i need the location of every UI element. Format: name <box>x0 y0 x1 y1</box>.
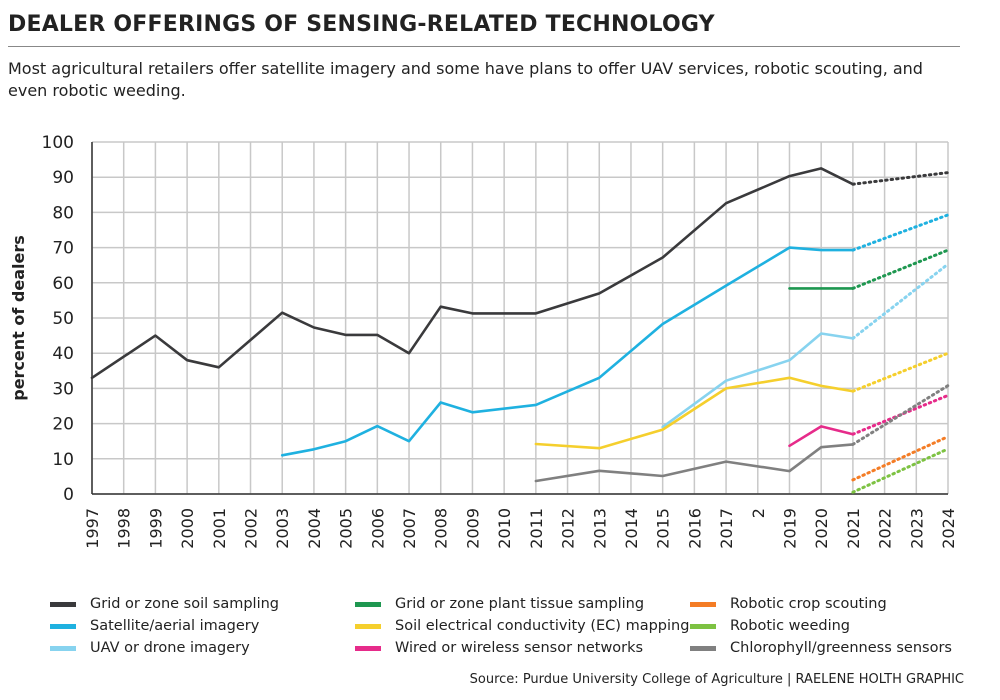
legend-label: Robotic weeding <box>730 618 850 634</box>
x-tick-label: 2 <box>749 508 768 518</box>
legend-label: Grid or zone plant tissue sampling <box>395 596 645 612</box>
series-projection <box>851 351 950 393</box>
x-tick-label: 2000 <box>178 508 197 549</box>
x-tick-label: 2020 <box>812 508 831 549</box>
legend-label: Soil electrical conductivity (EC) mappin… <box>395 618 690 634</box>
x-tick-label: 2010 <box>495 508 514 549</box>
x-tick-label: 2017 <box>717 508 736 549</box>
legend-item: Grid or zone plant tissue sampling <box>355 596 644 612</box>
x-tick-label: 2008 <box>432 508 451 549</box>
x-tick-label: 2004 <box>305 508 324 549</box>
x-tick-label: 2009 <box>463 508 482 549</box>
y-tick-label: 20 <box>52 415 74 435</box>
series-projection <box>851 262 950 340</box>
y-tick-label: 0 <box>63 485 74 505</box>
series-projection <box>851 213 950 252</box>
y-tick-label: 10 <box>52 450 74 470</box>
source-credit: Source: Purdue University College of Agr… <box>469 672 964 687</box>
series-projection <box>851 384 950 446</box>
y-tick-label: 60 <box>52 274 74 294</box>
x-tick-label: 2005 <box>337 508 356 549</box>
legend-swatch <box>50 645 76 651</box>
series-line <box>534 443 855 483</box>
x-tick-label: 2014 <box>622 508 641 549</box>
y-tick-label: 40 <box>52 344 74 364</box>
x-tick-label: 2011 <box>527 508 546 549</box>
x-tick-label: 2003 <box>273 508 292 549</box>
x-tick-label: 2002 <box>242 508 261 549</box>
x-tick-label: 1999 <box>146 508 165 549</box>
x-tick-label: 2012 <box>559 508 578 549</box>
legend-item: Soil electrical conductivity (EC) mappin… <box>355 618 689 634</box>
x-tick-label: 1997 <box>83 508 102 549</box>
x-tick-label: 2019 <box>780 508 799 549</box>
series-projection <box>851 435 950 482</box>
legend-label: Satellite/aerial imagery <box>90 618 260 634</box>
legend-item: Wired or wireless sensor networks <box>355 640 643 656</box>
x-tick-label: 2006 <box>368 508 387 549</box>
y-tick-label: 30 <box>52 379 74 399</box>
legend-item: Robotic crop scouting <box>690 596 887 612</box>
series-line <box>788 425 855 448</box>
x-tick-label: 2024 <box>939 508 958 549</box>
x-tick-label: 2007 <box>400 508 419 549</box>
legend-label: Chlorophyll/greenness sensors <box>730 640 952 656</box>
y-tick-label: 90 <box>52 168 74 188</box>
title-divider <box>8 46 960 47</box>
y-tick-label: 50 <box>52 309 74 329</box>
legend-swatch <box>355 645 381 651</box>
legend-item: Robotic weeding <box>690 618 850 634</box>
legend-label: Robotic crop scouting <box>730 596 887 612</box>
series-line <box>280 246 855 457</box>
chart-legend: Grid or zone soil sampling Satellite/aeri… <box>50 596 980 666</box>
series-projection <box>851 447 950 494</box>
legend-swatch <box>355 623 381 629</box>
series-line <box>534 376 855 450</box>
x-tick-label: 2001 <box>210 508 229 549</box>
legend-item: UAV or drone imagery <box>50 640 250 656</box>
y-tick-label: 70 <box>52 239 74 259</box>
x-tick-label: 2023 <box>907 508 926 549</box>
legend-swatch <box>50 623 76 629</box>
y-tick-label: 80 <box>52 203 74 223</box>
series-line <box>661 332 855 429</box>
legend-swatch <box>690 623 716 629</box>
legend-swatch <box>690 645 716 651</box>
x-tick-label: 2015 <box>654 508 673 549</box>
y-tick-label: 100 <box>42 133 74 153</box>
series-line <box>90 167 855 380</box>
x-tick-label: 2022 <box>876 508 895 549</box>
legend-item: Chlorophyll/greenness sensors <box>690 640 952 656</box>
series-projection <box>851 171 950 186</box>
chart-title: DEALER OFFERINGS OF SENSING-RELATED TECH… <box>8 12 715 37</box>
legend-swatch <box>50 601 76 607</box>
x-tick-label: 2021 <box>844 508 863 549</box>
legend-label: Wired or wireless sensor networks <box>395 640 644 656</box>
line-chart: 0 10 20 30 40 50 60 70 80 90 100 1997 1998 1999 2000 20… <box>9 133 958 549</box>
legend-item: Satellite/aerial imagery <box>50 618 259 634</box>
legend-swatch <box>690 601 716 607</box>
y-axis-label: percent of dealers <box>9 235 28 401</box>
x-tick-label: 1998 <box>115 508 134 549</box>
x-tick-label: 2013 <box>590 508 609 549</box>
legend-swatch <box>355 601 381 607</box>
legend-item: Grid or zone soil sampling <box>50 596 279 612</box>
legend-label: UAV or drone imagery <box>90 640 250 656</box>
chart-subtitle: Most agricultural retailers offer satell… <box>8 59 923 100</box>
series-projection <box>851 248 950 290</box>
x-tick-label: 2016 <box>685 508 704 549</box>
legend-label: Grid or zone soil sampling <box>90 596 279 612</box>
